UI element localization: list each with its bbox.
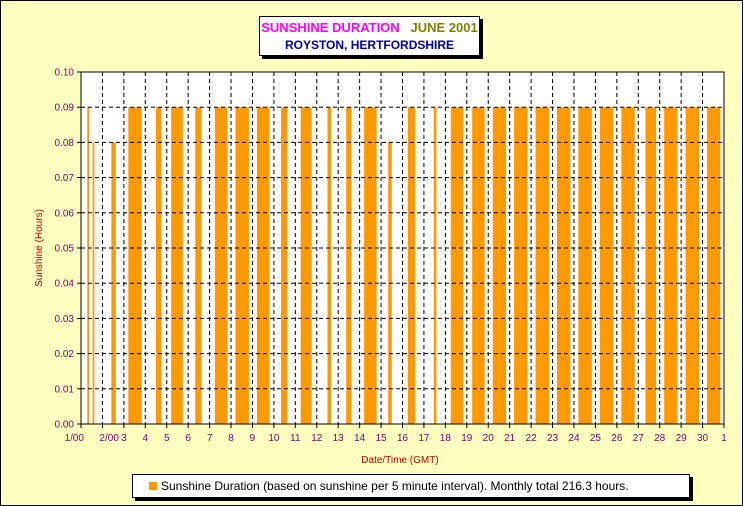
sunny-period-bar — [472, 107, 485, 424]
legend: Sunshine Duration (based on sunshine per… — [132, 474, 690, 498]
sunny-period-bar — [87, 107, 90, 424]
sunny-period-bar — [557, 107, 571, 424]
sunny-period-bar — [407, 107, 415, 424]
x-tick-label: 27 — [633, 433, 645, 444]
y-tick-label: 0.04 — [55, 279, 75, 290]
sunny-period-bar — [578, 107, 592, 424]
x-tick-label: 1/00 — [65, 433, 85, 444]
legend-swatch — [149, 482, 157, 490]
y-axis: 0.00 0.01 0.02 0.03 0.04 0.05 0.06 0.07 0.08 0.09… — [55, 68, 81, 431]
chart-title-main: SUNSHINE DURATION — [261, 20, 400, 35]
x-tick-label: 23 — [547, 433, 559, 444]
sunny-period-bar — [645, 107, 657, 424]
y-tick-label: 0.06 — [55, 208, 75, 219]
x-tick-label: 9 — [250, 433, 256, 444]
x-tick-label: 8 — [228, 433, 234, 444]
x-tick-label: 7 — [207, 433, 213, 444]
chart-title: SUNSHINE DURATION JUNE 2001 — [260, 20, 479, 35]
x-tick-label: 11 — [290, 433, 301, 444]
y-tick-label: 0.03 — [55, 314, 75, 325]
sunny-period-bar — [327, 107, 332, 424]
sunshine-series — [87, 107, 721, 424]
sunny-period-bar — [346, 107, 352, 424]
sunny-period-bar — [92, 142, 95, 424]
sunny-period-bar — [128, 107, 142, 424]
x-tick-label: 24 — [568, 433, 580, 444]
x-tick-label: 20 — [483, 433, 495, 444]
sunny-period-bar — [685, 107, 699, 424]
chart-title-box: SUNSHINE DURATION JUNE 2001 ROYSTON, HER… — [259, 16, 480, 56]
x-tick-label: 5 — [164, 433, 170, 444]
x-axis: 1/00 2/00 3 4 5 6 7 8 9 10 11 12 13 14 15 16 17 18 19 20 21 2… — [65, 424, 727, 444]
sunny-period-bar — [433, 107, 437, 424]
x-tick-label: 28 — [654, 433, 666, 444]
y-tick-label: 0.08 — [55, 138, 75, 149]
x-tick-label: 22 — [526, 433, 538, 444]
grid-lines — [81, 72, 724, 424]
sunny-period-bar — [535, 107, 549, 424]
sunny-period-bar — [281, 107, 288, 424]
x-tick-label: 3 — [121, 433, 127, 444]
y-tick-label: 0.01 — [55, 384, 75, 395]
sunny-period-bar — [300, 107, 312, 424]
sunny-period-bar — [621, 107, 635, 424]
y-tick-label: 0.07 — [55, 173, 75, 184]
y-tick-label: 0.09 — [55, 103, 75, 114]
sunny-period-bar — [256, 107, 270, 424]
x-tick-label: 25 — [590, 433, 602, 444]
sunny-period-bar — [171, 107, 183, 424]
x-tick-label: 2/00 — [99, 433, 119, 444]
x-tick-label: 17 — [418, 433, 430, 444]
x-tick-label: 13 — [333, 433, 345, 444]
y-tick-label: 0.02 — [55, 349, 75, 360]
x-tick-label: 14 — [354, 433, 366, 444]
x-tick-label: 26 — [611, 433, 623, 444]
y-axis-label: Sunshine (Hours) — [34, 209, 45, 287]
x-tick-label: 10 — [268, 433, 280, 444]
legend-text: Sunshine Duration (based on sunshine per… — [161, 479, 629, 493]
sunny-period-bar — [364, 107, 377, 424]
x-tick-label: 19 — [461, 433, 473, 444]
chart-title-month: JUNE 2001 — [410, 20, 478, 35]
chart-subtitle: ROYSTON, HERTFORDSHIRE — [284, 38, 455, 52]
sunny-period-bar — [599, 107, 614, 424]
sunny-period-bar — [707, 107, 721, 424]
x-axis-label: Date/Time (GMT) — [361, 455, 438, 466]
sunny-period-bar — [514, 107, 528, 424]
x-tick-label: 16 — [397, 433, 409, 444]
sunny-period-bar — [492, 107, 507, 424]
sunny-period-bar — [664, 107, 678, 424]
y-tick-label: 0.05 — [55, 244, 75, 255]
sunny-period-bar — [235, 107, 249, 424]
sunny-period-bar — [214, 107, 228, 424]
sunny-period-bar — [450, 107, 464, 424]
x-tick-label: 29 — [676, 433, 688, 444]
x-tick-label: 4 — [143, 433, 149, 444]
x-tick-label: 6 — [185, 433, 191, 444]
sunny-period-bar — [156, 107, 162, 424]
x-tick-label: 21 — [504, 433, 516, 444]
x-tick-label: 30 — [697, 433, 709, 444]
x-tick-label: 18 — [440, 433, 452, 444]
x-tick-label: 1 — [721, 433, 727, 444]
y-tick-label: 0.10 — [55, 68, 75, 79]
x-tick-label: 12 — [311, 433, 323, 444]
x-tick-label: 15 — [376, 433, 388, 444]
y-tick-label: 0.00 — [55, 420, 75, 431]
sunny-period-bar — [195, 107, 202, 424]
sunny-period-bar — [111, 142, 116, 424]
